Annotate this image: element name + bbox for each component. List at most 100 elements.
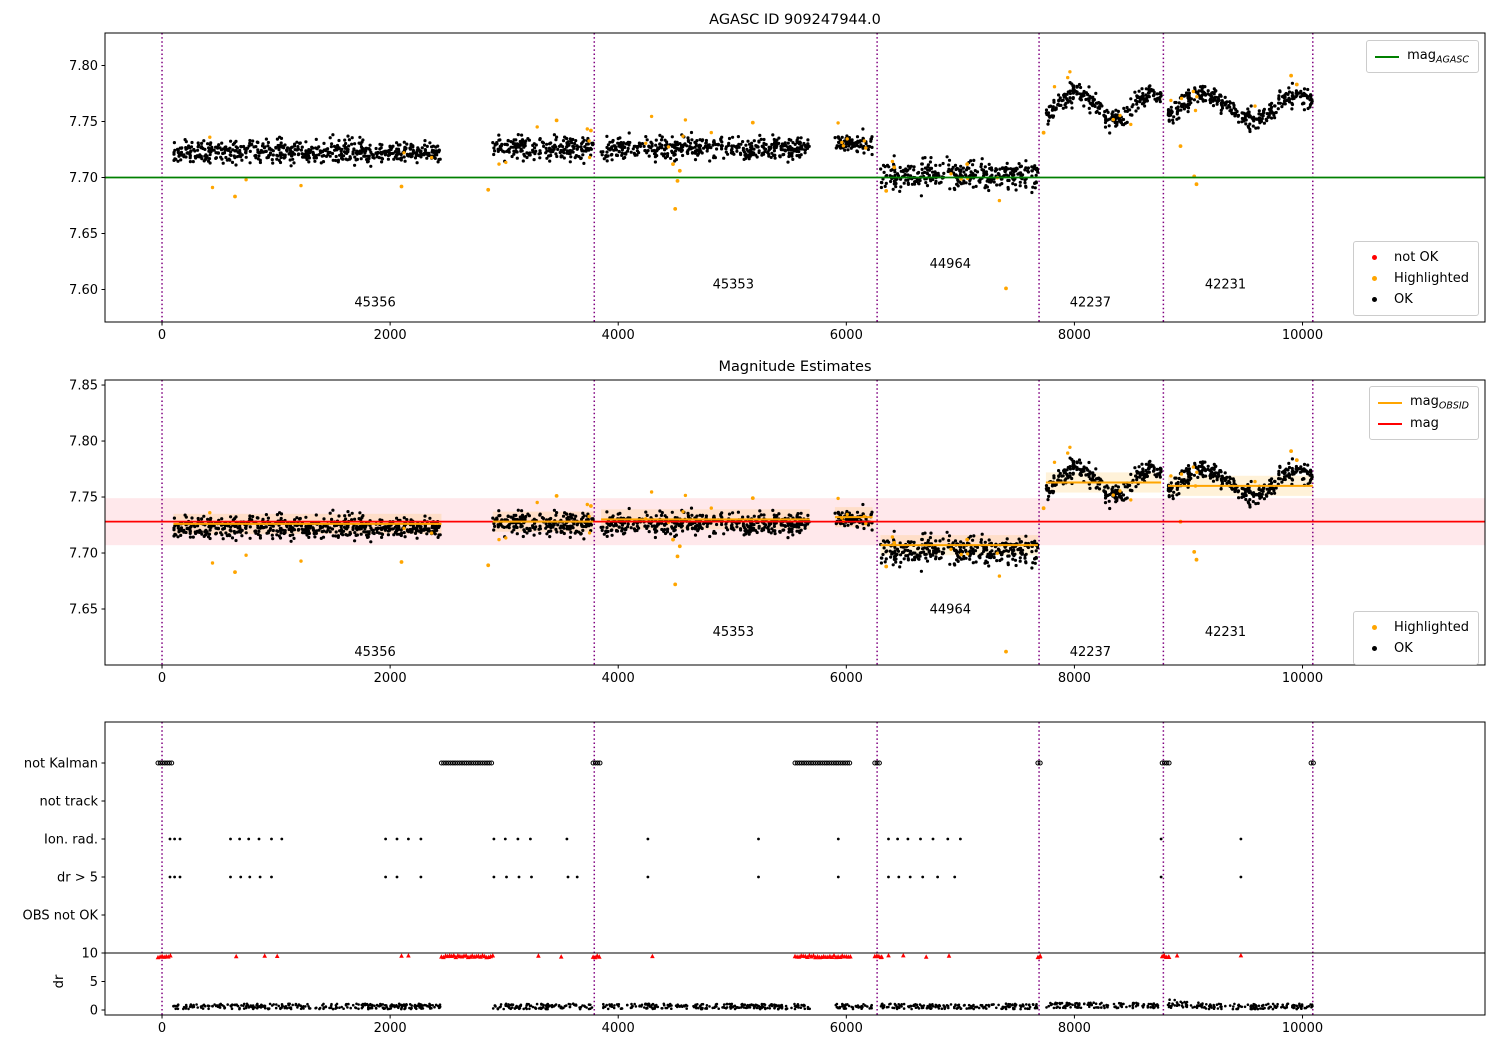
dr-tick-label: 10 xyxy=(81,947,98,962)
x-tick-label: 8000 xyxy=(1058,1021,1091,1036)
line-marker-icon xyxy=(1377,422,1402,425)
y-tick-label: 7.65 xyxy=(69,227,98,242)
dr-clipped-marker xyxy=(848,954,853,959)
legend: Highlighted OK xyxy=(1353,611,1479,665)
y-tick-label: 7.60 xyxy=(69,283,98,298)
obsid-label: 44964 xyxy=(930,257,971,272)
dr-clipped-marker xyxy=(478,954,483,959)
x-tick-label: 4000 xyxy=(602,328,635,343)
y-tick-label: 7.75 xyxy=(69,115,98,130)
flag-row-label: Ion. rad. xyxy=(44,833,98,848)
x-tick-label: 4000 xyxy=(602,1021,635,1036)
dr-clipped-marker xyxy=(441,954,446,960)
dot-marker-icon xyxy=(1362,297,1386,302)
legend-entry: magOBSID xyxy=(1377,392,1469,413)
dr-axis-label: dr xyxy=(52,974,67,988)
legend-entry: OK xyxy=(1362,289,1469,310)
dot-icon xyxy=(1371,276,1377,281)
ok-points xyxy=(172,81,1314,198)
dot-icon xyxy=(1371,255,1377,260)
panel-mag: 45356 45353 44964 42237 42231 0 2000 4000 6000 80… xyxy=(69,32,1486,343)
legend-label: magOBSID xyxy=(1409,393,1469,412)
flag-row-label: not Kalman xyxy=(24,757,98,772)
legend-entry: Highlighted xyxy=(1362,268,1469,289)
legend-label: magAGASC xyxy=(1407,47,1469,66)
dr-clipped-marker xyxy=(168,953,173,958)
dot-icon xyxy=(1371,625,1377,630)
obsid-label: 42237 xyxy=(1070,295,1111,310)
dr-clipped-marker xyxy=(811,953,816,958)
obsid-label: 45356 xyxy=(354,295,395,310)
dr-tick-label: 0 xyxy=(90,1004,98,1019)
dot-icon xyxy=(1371,297,1377,302)
dr-clipped-marker xyxy=(453,954,459,960)
dr-clipped-marker xyxy=(597,954,602,959)
dr-clipped-marker xyxy=(233,953,239,959)
legend-label: Highlighted xyxy=(1394,271,1469,286)
y-tick-label: 7.80 xyxy=(69,435,98,450)
x-tick-label: 10000 xyxy=(1282,1021,1323,1036)
y-tick-label: 7.65 xyxy=(69,603,98,618)
legend-entry: mag xyxy=(1377,413,1469,434)
legend: magOBSID mag xyxy=(1368,386,1479,440)
dr-clipped-marker xyxy=(1037,953,1043,958)
legend: magAGASC xyxy=(1366,40,1479,73)
dr-clipped-marker xyxy=(1174,953,1180,958)
highlighted-points xyxy=(208,70,1299,291)
dot-marker-icon xyxy=(1362,276,1386,281)
x-tick-label: 10000 xyxy=(1282,671,1323,686)
dot-marker-icon xyxy=(1362,646,1386,651)
dot-marker-icon xyxy=(1362,625,1386,630)
x-tick-label: 6000 xyxy=(830,671,863,686)
dr-clipped-marker xyxy=(879,954,884,959)
dr-clipped-marker xyxy=(901,953,906,958)
y-tick-label: 7.85 xyxy=(69,379,98,394)
obsid-label: 45356 xyxy=(354,645,395,660)
dr-clipped-marker xyxy=(274,953,280,958)
obsid-label: 45353 xyxy=(713,277,754,292)
legend-entry: not OK xyxy=(1362,247,1469,268)
x-tick-label: 2000 xyxy=(374,328,407,343)
dr-clipped-marker xyxy=(490,953,496,958)
dr-clipped-marker xyxy=(1238,953,1244,958)
legend-label: OK xyxy=(1394,292,1413,307)
dr-clipped-marker xyxy=(262,953,267,958)
x-tick-label: 8000 xyxy=(1058,671,1091,686)
legend-entry: OK xyxy=(1362,638,1469,659)
x-tick-label: 6000 xyxy=(830,1021,863,1036)
legend-entry: magAGASC xyxy=(1375,46,1469,67)
line-marker-icon xyxy=(1375,55,1400,58)
panel1-title: AGASC ID 909247944.0 xyxy=(709,12,881,28)
dr-clipped-marker xyxy=(451,953,457,958)
dr-clipped-marker xyxy=(558,954,564,959)
dot-icon xyxy=(1371,646,1377,651)
flag-row-label: dr > 5 xyxy=(57,871,98,886)
legend-label: not OK xyxy=(1394,250,1439,265)
obsid-label: 45353 xyxy=(713,625,754,640)
dr-clipped-marker xyxy=(1166,954,1172,959)
x-tick-label: 0 xyxy=(158,328,166,343)
panel-magest: 45356 45353 44964 42237 42231 0 2000 4000 6000 80… xyxy=(69,379,1486,686)
obsid-label: 42231 xyxy=(1205,625,1246,640)
dr-clipped-marker xyxy=(406,953,411,958)
dr-clipped-marker xyxy=(829,954,835,959)
obsid-label: 42237 xyxy=(1070,645,1111,660)
x-tick-label: 2000 xyxy=(374,671,407,686)
flag-row-label: OBS not OK xyxy=(23,909,99,924)
dr-clipped-marker xyxy=(837,954,843,959)
dr-clipped-marker xyxy=(886,953,891,958)
line-marker-icon xyxy=(1377,401,1402,404)
y-tick-label: 7.70 xyxy=(69,171,98,186)
panel-flags: not Kalman not track Ion. rad. dr > 5 OBS no… xyxy=(23,721,1486,1036)
dr-clipped-marker xyxy=(805,954,810,959)
dr-clipped-marker xyxy=(923,954,929,959)
obsid-label: 42231 xyxy=(1205,277,1246,292)
x-tick-label: 2000 xyxy=(374,1021,407,1036)
dr-clipped-marker xyxy=(1161,953,1166,959)
x-tick-label: 6000 xyxy=(830,328,863,343)
y-tick-label: 7.80 xyxy=(69,59,98,74)
axes-border xyxy=(104,721,1486,1016)
legend: not OK Highlighted OK xyxy=(1353,241,1479,316)
